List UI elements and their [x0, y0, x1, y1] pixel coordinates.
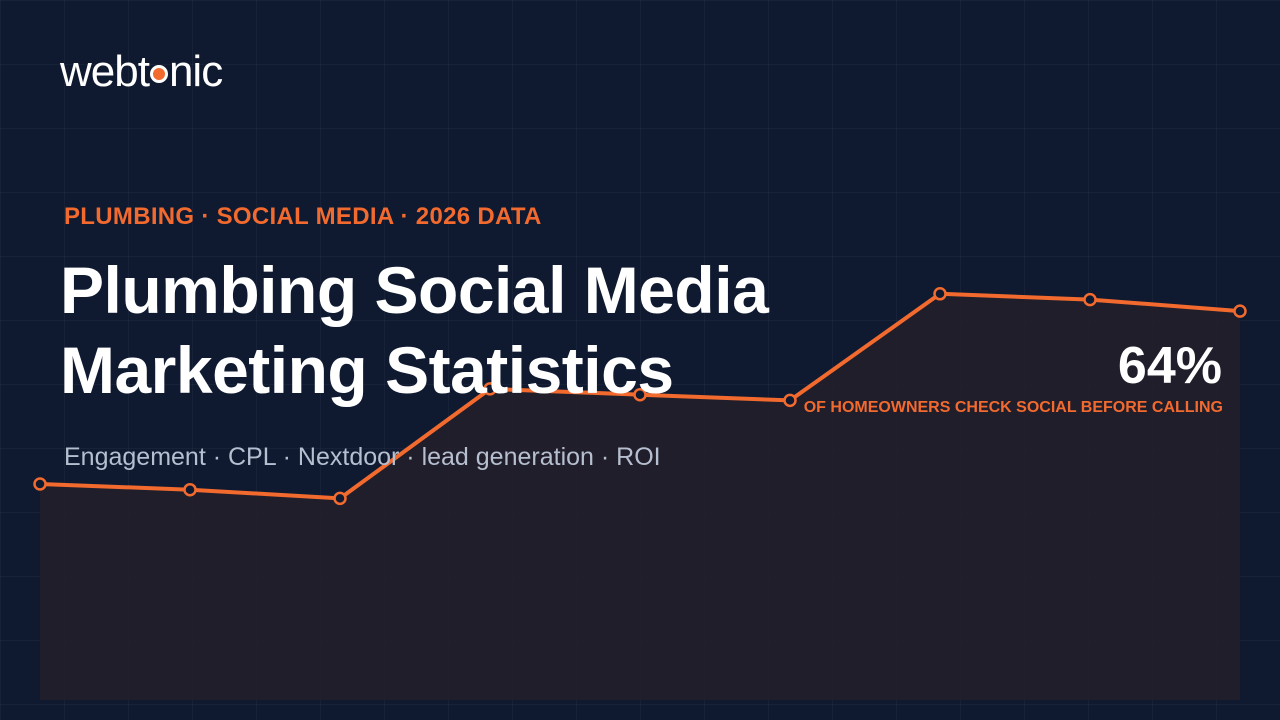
page-title: Plumbing Social Media Marketing Statisti… — [60, 250, 860, 410]
page-title-line-2: Marketing Statistics — [60, 333, 674, 407]
chart-point-5 — [783, 393, 797, 408]
webtonic-logo: webt nic — [60, 46, 223, 98]
eyebrow-label: PLUMBING · SOCIAL MEDIA · 2026 DATA — [64, 203, 542, 230]
page-title-line-1: Plumbing Social Media — [60, 253, 769, 327]
logo-dot-icon — [149, 65, 168, 83]
chart-point-3 — [483, 382, 497, 396]
chart-points — [33, 287, 1247, 506]
stat-value: 64% — [1117, 337, 1222, 395]
chart-area-fill — [40, 293, 1240, 700]
chart-point-1 — [183, 482, 197, 497]
logo-text-part2: nic — [168, 47, 223, 96]
chart-point-6 — [933, 287, 947, 301]
chart-point-4 — [633, 387, 647, 402]
chart-point-8 — [1233, 304, 1247, 318]
stat-caption: OF HOMEOWNERS CHECK SOCIAL BEFORE CALLIN… — [803, 399, 1223, 416]
chart-point-0 — [33, 477, 47, 491]
chart-point-7 — [1083, 292, 1097, 307]
chart-point-2 — [333, 491, 347, 506]
logo-text-part1: webt — [60, 47, 150, 96]
topics-subtitle: Engagement · CPL · Nextdoor · lead gener… — [64, 443, 661, 471]
